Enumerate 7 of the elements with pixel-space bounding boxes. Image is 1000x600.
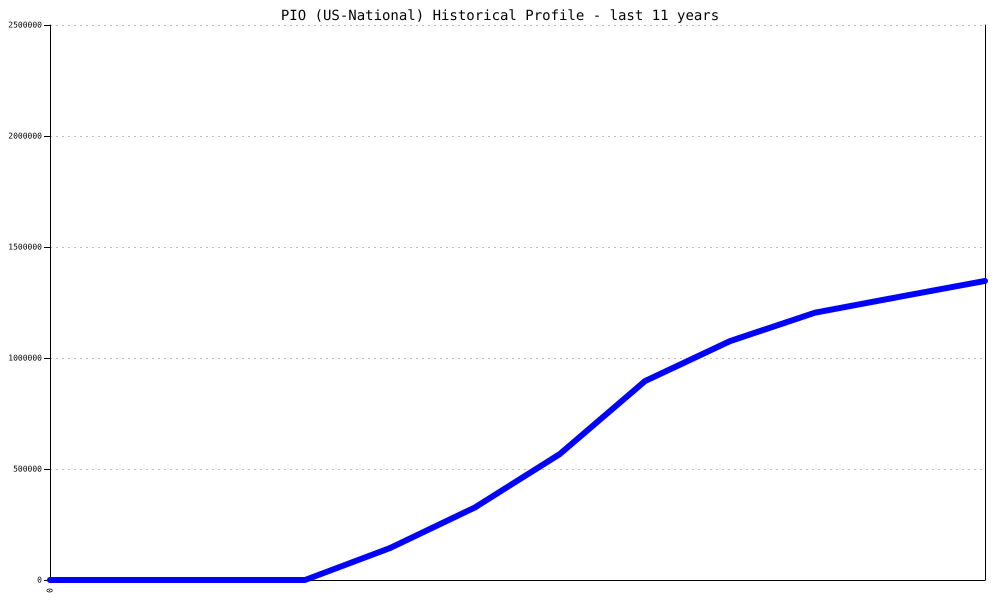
y-tick-label: 500000 bbox=[13, 464, 42, 474]
y-tick-label: 2000000 bbox=[8, 132, 42, 140]
y-tick-label: 2500000 bbox=[8, 20, 42, 30]
chart-title: PIO (US-National) Historical Profile - last 11 years bbox=[280, 8, 720, 24]
category-label: 0 bbox=[46, 588, 54, 593]
y-tick-label: 1500000 bbox=[8, 242, 42, 252]
y-tick-label: 1000000 bbox=[8, 354, 42, 362]
